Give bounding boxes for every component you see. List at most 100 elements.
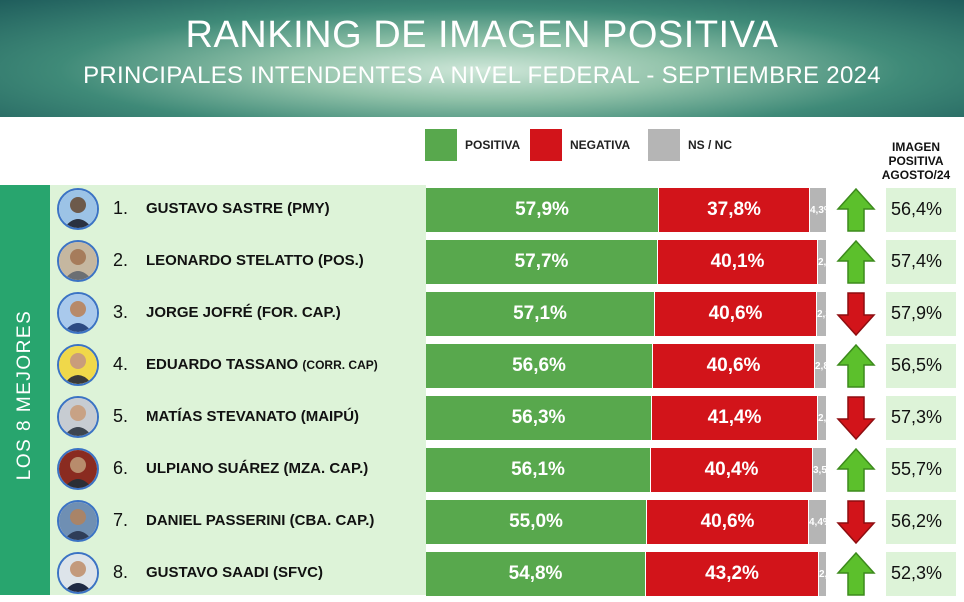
- candidate-party: (FOR. CAP.): [256, 304, 341, 321]
- previous-cell: [886, 240, 956, 284]
- chart-title: RANKING DE IMAGEN POSITIVA: [185, 14, 779, 56]
- arrow-down-icon: [836, 291, 876, 337]
- avatar: [57, 500, 99, 542]
- previous-title-line-2: POSITIVA: [888, 154, 944, 168]
- previous-title-line-3: AGOSTO/24: [881, 168, 951, 182]
- arrow-up-icon: [836, 239, 876, 285]
- candidate-name: JORGE JOFRÉ (FOR. CAP.): [146, 304, 341, 321]
- table-row: 8. GUSTAVO SAADI (SFVC) 54,8%43,2%2,0% 52,3…: [0, 549, 964, 598]
- previous-cell: [886, 344, 956, 388]
- bar-negative: 40,1%: [658, 240, 817, 284]
- previous-cell: [886, 552, 956, 596]
- rank-number: 8.: [113, 562, 129, 582]
- candidate-name: EDUARDO TASSANO (CORR. CAP): [146, 356, 378, 373]
- legend-nsnc-swatch: [648, 129, 680, 161]
- bar-nsnc: 2,0%: [819, 552, 826, 596]
- legend-negative: NEGATIVA: [530, 129, 630, 161]
- legend-negative-label: NEGATIVA: [570, 138, 631, 152]
- legend-nsnc: NS / NC: [648, 129, 732, 161]
- candidate-name: GUSTAVO SAADI (SFVC): [146, 564, 323, 581]
- bar-negative: 37,8%: [659, 188, 809, 232]
- candidate-party: (POS.): [317, 252, 364, 269]
- legend-positive-label: POSITIVA: [465, 138, 521, 152]
- names-background: [50, 185, 426, 595]
- candidate-party: (CBA. CAP.): [289, 512, 375, 529]
- candidate-party: (MAIPÚ): [300, 408, 360, 425]
- candidate-name: LEONARDO STELATTO (POS.): [146, 252, 364, 269]
- bar-positive: 54,8%: [426, 552, 645, 596]
- header-banner: RANKING DE IMAGEN POSITIVA PRINCIPALES I…: [0, 0, 964, 117]
- candidate-name-text: ULPIANO SUÁREZ: [146, 460, 284, 477]
- bar-nsnc: 2,3%: [817, 292, 826, 336]
- previous-cell: [886, 188, 956, 232]
- candidate-party: (MZA. CAP.): [283, 460, 369, 477]
- bar-negative: 43,2%: [646, 552, 818, 596]
- table-row: 4. EDUARDO TASSANO (CORR. CAP) 56,6% 40,6% 2…: [0, 341, 964, 390]
- avatar: [57, 344, 99, 386]
- table-row: 3. JORGE JOFRÉ (FOR. CAP.) 57,1%40,6%2,3% 5…: [0, 289, 964, 338]
- candidate-party: (SFVC): [272, 564, 323, 581]
- legend-negative-swatch: [530, 129, 562, 161]
- bar-negative: 40,6%: [647, 500, 808, 544]
- rank-number: 5.: [113, 406, 129, 426]
- candidate-name-text: LEONARDO STELATTO: [146, 252, 318, 269]
- bar-negative: 41,4%: [652, 396, 817, 440]
- previous-value: 57,3%: [891, 407, 943, 427]
- person-icon: [59, 554, 97, 592]
- bar-nsnc: 2,8%: [815, 344, 826, 388]
- legend-positive-swatch: [425, 129, 457, 161]
- previous-cell: [886, 292, 956, 336]
- arrow-up-icon: [836, 551, 876, 597]
- rank-number: 1.: [113, 198, 129, 218]
- avatar: [57, 552, 99, 594]
- rank-number: 3.: [113, 302, 129, 322]
- bar-nsnc: 2,2%: [818, 240, 826, 284]
- bar-positive: 56,1%: [426, 448, 650, 492]
- table-row: 1. GUSTAVO SASTRE (PMY) 57,9%37,8%4,3% 56,4…: [0, 185, 964, 234]
- bar-positive: 57,9%: [426, 188, 658, 232]
- legend-nsnc-label: NS / NC: [688, 138, 733, 152]
- avatar: [57, 240, 99, 282]
- avatar: [57, 396, 99, 438]
- bar-positive: 56,3%: [426, 396, 651, 440]
- candidate-name-text: GUSTAVO SASTRE: [146, 200, 288, 217]
- person-icon: [59, 294, 97, 332]
- avatar: [57, 448, 99, 490]
- previous-value: 57,4%: [891, 251, 943, 271]
- table-row: 5. MATÍAS STEVANATO (MAIPÚ) 56,3%41,4%2,3%…: [0, 393, 964, 442]
- avatar: [57, 292, 99, 334]
- rank-number: 6.: [113, 458, 129, 478]
- candidate-name: GUSTAVO SASTRE (PMY): [146, 200, 330, 217]
- bar-positive: 57,1%: [426, 292, 654, 336]
- bar-nsnc: 3,5%: [813, 448, 826, 492]
- previous-value: 56,2%: [891, 511, 943, 531]
- arrow-down-icon: [836, 499, 876, 545]
- arrow-down-icon: [836, 395, 876, 441]
- bar-nsnc: 4,4%: [809, 500, 826, 544]
- candidate-name-text: GUSTAVO SAADI: [146, 564, 273, 581]
- person-icon: [59, 502, 97, 540]
- candidate-party: (CORR. CAP): [302, 358, 378, 372]
- candidate-party: (PMY): [287, 200, 330, 217]
- candidate-name-text: DANIEL PASSERINI: [146, 512, 290, 529]
- arrow-up-icon: [836, 447, 876, 493]
- bar-negative: 40,4%: [651, 448, 812, 492]
- candidate-name: ULPIANO SUÁREZ (MZA. CAP.): [146, 460, 368, 477]
- previous-column-title: IMAGEN POSITIVA AGOSTO/24: [868, 140, 964, 182]
- table-row: 6. ULPIANO SUÁREZ (MZA. CAP.) 56,1% 40,4% 3,…: [0, 445, 964, 494]
- bar-positive: 56,6%: [426, 344, 652, 388]
- chart-subtitle: PRINCIPALES INTENDENTES A NIVEL FEDERAL …: [83, 62, 881, 89]
- rank-number: 2.: [113, 250, 129, 270]
- previous-value: 55,7%: [891, 459, 943, 479]
- arrow-up-icon: [836, 187, 876, 233]
- previous-cell: [886, 448, 956, 492]
- person-icon: [59, 398, 97, 436]
- table-row: 7. DANIEL PASSERINI (CBA. CAP.) 55,0% 40,6%…: [0, 497, 964, 546]
- rank-number: 7.: [113, 510, 129, 530]
- person-icon: [59, 242, 97, 280]
- bar-nsnc: 2,3%: [818, 396, 826, 440]
- previous-cell: [886, 396, 956, 440]
- bar-negative: 40,6%: [653, 344, 814, 388]
- side-band: [0, 185, 50, 595]
- previous-cell: [886, 500, 956, 544]
